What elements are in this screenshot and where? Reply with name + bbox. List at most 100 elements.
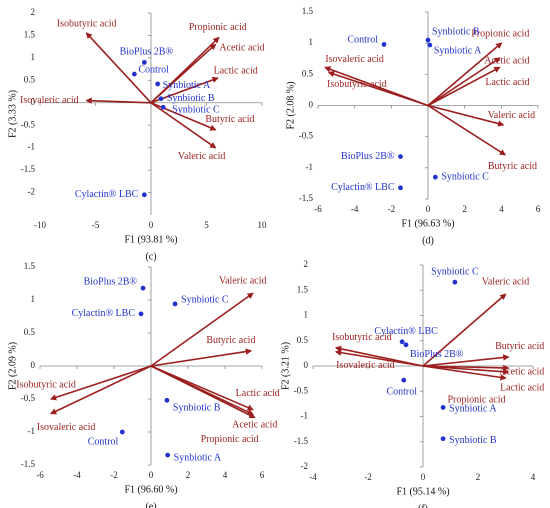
x-tick-label: 2 [186,470,191,480]
loading-vector [150,102,217,149]
y-tick-label: -1.5 [21,164,36,174]
panel-label: (d) [422,235,434,246]
y-tick-label: 2 [304,259,309,269]
y-tick-label: 0.5 [297,335,309,345]
y-tick-label: 1 [31,294,36,304]
vector-label: Propionic acid [447,394,505,405]
y-tick-label: 0.5 [24,327,36,337]
y-tick-label: 0 [31,360,36,370]
point-label: Synbiotic B [449,435,497,446]
vector-label: Isobutyric acid [16,379,76,390]
point-label: BioPlus 2B® [120,47,174,58]
loading-vector [150,365,256,419]
vector-label: Isovaleric acid [20,95,79,106]
observation-point [427,42,433,48]
point-label: Cylactin® LBC [72,308,136,319]
y-tick-label: 1.5 [297,284,309,294]
vector-label: Lactic acid [500,382,544,393]
x-tick-label: 2 [462,204,467,214]
point-label: Synbiotic A [434,45,482,56]
y-tick-label: 0.5 [24,74,36,84]
y-tick-label: 0 [304,360,309,370]
x-tick-label: 10 [258,220,268,230]
observation-point [399,339,405,345]
observation-point [160,104,166,110]
y-tick-label: 1.5 [302,6,314,16]
loading-vector [85,97,152,104]
x-tick-label: 6 [536,204,541,214]
x-tick-label: 0 [421,472,426,482]
x-axis-title: F1 (96.60 %) [124,484,177,495]
x-tick-label: -5 [92,220,100,230]
observation-point [155,81,161,87]
x-tick-label: -10 [34,220,46,230]
loading-vector [49,365,152,401]
point-label: Cylactin® LBC [374,326,438,337]
point-label: Synbiotic C [431,266,479,277]
vector-label: Isovaleric acid [325,54,384,65]
point-label: Synbiotic B [173,403,221,414]
x-tick-label: -4 [73,470,81,480]
x-tick-label: -6 [36,470,44,480]
y-tick-label: -1.5 [294,436,309,446]
y-tick-label: -1 [301,411,309,421]
loading-vector [422,293,507,367]
x-tick-label: 0 [149,470,154,480]
loading-vector [334,349,424,367]
point-label: Synbiotic A [174,452,222,463]
x-tick-label: -2 [110,470,118,480]
vector-label: Butyric acid [495,341,544,352]
point-label: Cylactin® LBC [331,182,395,193]
vector-label: Isovaleric acid [336,360,395,371]
point-label: Synbiotic C [441,171,489,182]
y-tick-label: 0 [309,100,314,110]
y-axis-title: F2 (2.09 %) [7,342,18,390]
loading-vector [422,365,510,375]
loading-vector [49,365,152,415]
vector-label: Valeric acid [488,110,535,121]
observation-point [172,301,178,307]
x-axis-title: F1 (96.63 %) [401,218,454,229]
x-tick-label: 2 [476,472,481,482]
vector-label: Butyric acid [206,335,255,346]
observation-point [138,311,144,317]
observation-point [164,397,170,403]
observation-point [403,342,409,348]
y-tick-label: 0 [31,97,36,107]
point-label: Synbiotic A [449,404,497,415]
y-tick-label: 1 [31,52,36,62]
point-label: Control [347,35,378,46]
vector-label: Isobutyric acid [327,79,387,90]
point-label: BioPlus 2B® [84,276,138,287]
vector-label: Acetic acid [219,43,264,54]
y-axis-title: F2 (2.08 %) [285,81,296,129]
y-tick-label: -0.5 [294,385,309,395]
x-tick-label: -2 [388,204,396,214]
x-tick-label: -4 [351,204,359,214]
panel-label: (c) [145,251,156,262]
y-tick-label: -0.5 [21,119,36,129]
y-tick-label: -1 [28,142,36,152]
panel-label: (e) [145,501,156,508]
x-axis-title: F1 (95.14 %) [396,486,449,497]
observation-point [398,154,403,160]
observation-point [158,96,164,102]
vector-label: Lactic acid [214,65,258,76]
observation-point [141,192,147,198]
y-tick-label: -0.5 [299,131,314,141]
vector-label: Valeric acid [178,151,225,162]
vector-label: Acetic acid [232,419,277,430]
vector-label: Acetic acid [499,366,544,377]
y-tick-label: -2 [301,461,309,471]
loading-vector [427,57,501,107]
x-tick-label: -6 [314,204,322,214]
loading-vector [150,43,217,104]
y-axis-title: F2 (3.33 %) [7,90,18,138]
point-label: Control [386,386,417,397]
x-tick-label: 0 [426,204,431,214]
observation-point [131,71,137,77]
panel: -6 -4 -2 0 2 4 6 -1.5 -1 -0.5 0 0.5 1 1.5 F1 (96.60 %)… [7,261,280,508]
y-tick-label: 1 [304,310,309,320]
y-axis-title: F2 (3.21 %) [280,342,291,390]
